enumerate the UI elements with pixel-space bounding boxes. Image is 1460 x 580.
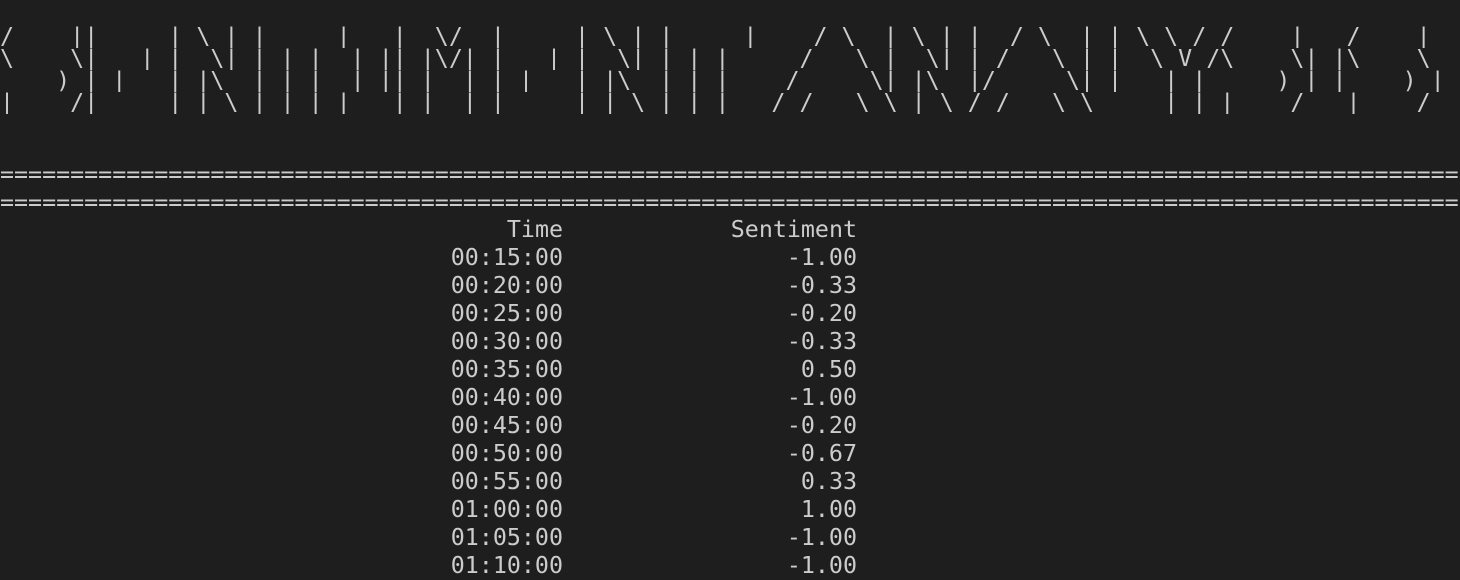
table-cell: 01:10:00 bbox=[450, 552, 563, 579]
table-row: 00:55:00 0.33 bbox=[0, 468, 1460, 496]
table-cell: -1.00 bbox=[786, 552, 857, 579]
table-cell: 00:25:00 bbox=[450, 300, 563, 327]
table-cell: 00:45:00 bbox=[450, 412, 563, 439]
table-header: Time Sentiment bbox=[0, 216, 1460, 244]
table-cell: 00:35:00 bbox=[450, 356, 563, 383]
table-row: 01:10:00 -1.00 bbox=[0, 552, 1460, 580]
table-cell: 00:55:00 bbox=[450, 468, 563, 495]
table-cell: 0.33 bbox=[800, 468, 857, 495]
ascii-banner-line: ___) | |___| |\ | | | | || | | | |___| |… bbox=[0, 70, 1445, 92]
table-cell: 01:05:00 bbox=[450, 524, 563, 551]
ascii-banner-line: / ___|| ____| \ | |_ _|_ _| \/ | ____| \… bbox=[0, 26, 1445, 48]
table-cell: Time bbox=[506, 216, 563, 243]
table-cell: 00:40:00 bbox=[450, 384, 563, 411]
table-cell: -1.00 bbox=[786, 244, 857, 271]
table-row: 00:35:00 0.50 bbox=[0, 356, 1460, 384]
table-row: 01:00:00 1.00 bbox=[0, 496, 1460, 524]
table-row: 00:40:00 -1.00 bbox=[0, 384, 1460, 412]
table-cell: Sentiment bbox=[730, 216, 857, 243]
ascii-banner-line: ____ _____ _ _ _____ ___ __ __ _____ _ _… bbox=[0, 4, 1445, 26]
table-cell: 1.00 bbox=[800, 496, 857, 523]
separator-line: ========================================… bbox=[0, 189, 1459, 216]
table-cell: -0.33 bbox=[786, 328, 857, 355]
table-cell: 00:15:00 bbox=[450, 244, 563, 271]
table-cell: -0.33 bbox=[786, 272, 857, 299]
table-row: 00:25:00 -0.20 bbox=[0, 300, 1460, 328]
table-cell: -0.20 bbox=[786, 300, 857, 327]
table-row: 00:15:00 -1.00 bbox=[0, 244, 1460, 272]
table-cell: 00:20:00 bbox=[450, 272, 563, 299]
table-row: 00:30:00 -0.33 bbox=[0, 328, 1460, 356]
table-cell: 0.50 bbox=[800, 356, 857, 383]
table-cell: 01:00:00 bbox=[450, 496, 563, 523]
table-row: 01:05:00 -1.00 bbox=[0, 524, 1460, 552]
table-cell: -0.20 bbox=[786, 412, 857, 439]
table-cell: -0.67 bbox=[786, 440, 857, 467]
table-cell: 00:30:00 bbox=[450, 328, 563, 355]
table-row: 00:50:00 -0.67 bbox=[0, 440, 1460, 468]
table-cell: -1.00 bbox=[786, 384, 857, 411]
ascii-banner-line: |____/|_____|_| \_| |_| |___|_| |_|_____… bbox=[0, 92, 1445, 114]
table-cell: -1.00 bbox=[786, 524, 857, 551]
ascii-banner-line: \___ \| _| | \| | | | | || |\/| | _| | \… bbox=[0, 48, 1445, 70]
table-row: 00:45:00 -0.20 bbox=[0, 412, 1460, 440]
table-row: 00:20:00 -0.33 bbox=[0, 272, 1460, 300]
separator-line: ========================================… bbox=[0, 161, 1459, 188]
table-cell: 00:50:00 bbox=[450, 440, 563, 467]
